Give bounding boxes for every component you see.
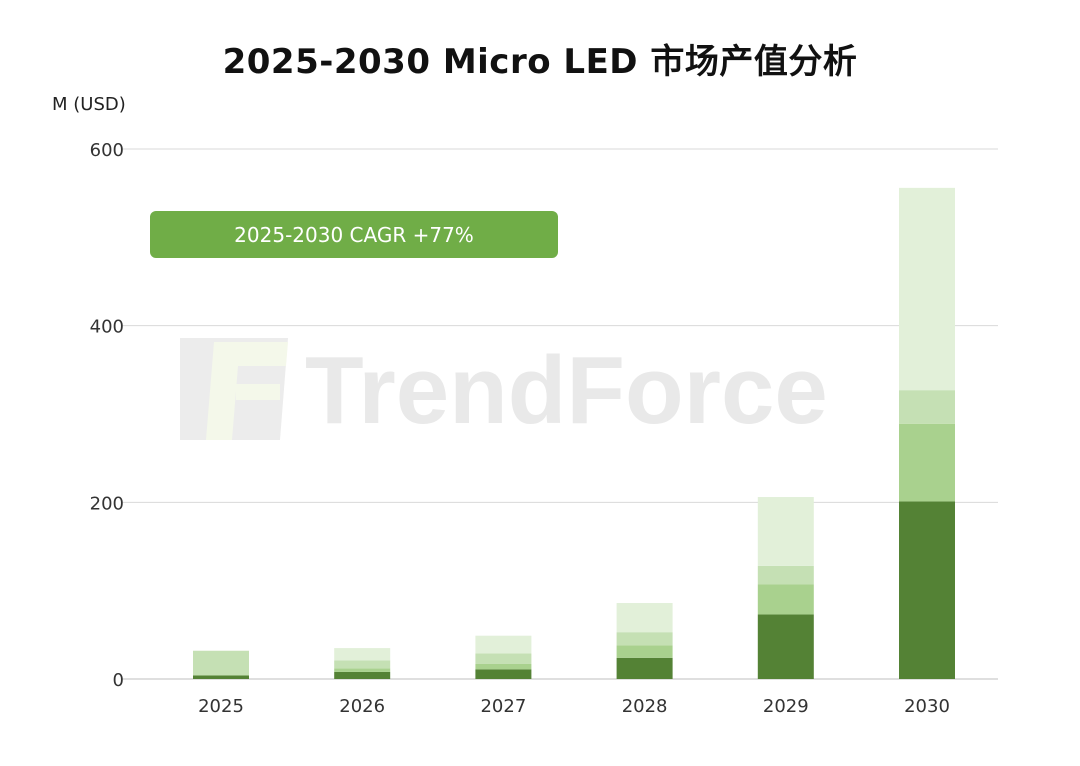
x-tick-label: 2027 (480, 696, 526, 717)
x-tick-label: 2028 (622, 696, 668, 717)
bars (193, 187, 955, 679)
bar-segment-2029-1 (757, 614, 814, 679)
y-axis-unit-label: M (USD) (52, 94, 126, 115)
trendforce-logo-icon (180, 338, 288, 440)
bar-segment-2026-3 (334, 660, 391, 669)
y-tick-label: 200 (90, 493, 124, 514)
bar-segment-2028-3 (616, 632, 673, 646)
bar-segment-2030-3 (899, 390, 955, 424)
bar-segment-2029-4 (757, 497, 814, 566)
bar-segment-2027-2 (475, 663, 532, 670)
gridlines (122, 148, 998, 680)
x-tick-label: 2026 (339, 696, 385, 717)
y-tick-label: 400 (90, 317, 124, 338)
bar-segment-2027-4 (475, 635, 532, 654)
bar-segment-2026-1 (334, 671, 391, 679)
x-tick-label: 2030 (904, 696, 950, 717)
bar-segment-2030-1 (899, 501, 955, 679)
bar-segment-2029-2 (757, 584, 814, 615)
cagr-badge-background (150, 211, 558, 258)
bar-segment-2026-2 (334, 668, 391, 672)
bar-segment-2030-2 (899, 423, 955, 502)
cagr-badge: 2025-2030 CAGR +77% (150, 211, 558, 258)
bar-segment-2026-4 (334, 648, 391, 661)
bar-segment-2025-3 (193, 650, 249, 676)
bar-segment-2025-1 (193, 675, 249, 679)
y-tick-label: 0 (113, 670, 124, 691)
y-tick-label: 600 (90, 140, 124, 161)
watermark-text: TrendForce (305, 337, 828, 444)
x-tick-label: 2029 (763, 696, 809, 717)
bar-segment-2027-3 (475, 653, 532, 664)
bar-segment-2028-1 (616, 657, 673, 679)
x-tick-label: 2025 (198, 696, 244, 717)
bar-segment-2028-4 (616, 603, 673, 633)
cagr-badge-text: 2025-2030 CAGR +77% (234, 223, 474, 247)
chart-title: 2025-2030 Micro LED 市场产值分析 (222, 42, 858, 82)
bar-segment-2030-4 (899, 187, 955, 391)
bar-segment-2027-1 (475, 669, 532, 679)
y-axis-ticks: 0 200 400 600 (90, 140, 124, 691)
watermark: TrendForce (180, 337, 828, 444)
bar-segment-2029-3 (757, 565, 814, 585)
bar-segment-2028-2 (616, 645, 673, 658)
x-axis-ticks: 2025 2026 2027 2028 2029 2030 (198, 696, 950, 717)
